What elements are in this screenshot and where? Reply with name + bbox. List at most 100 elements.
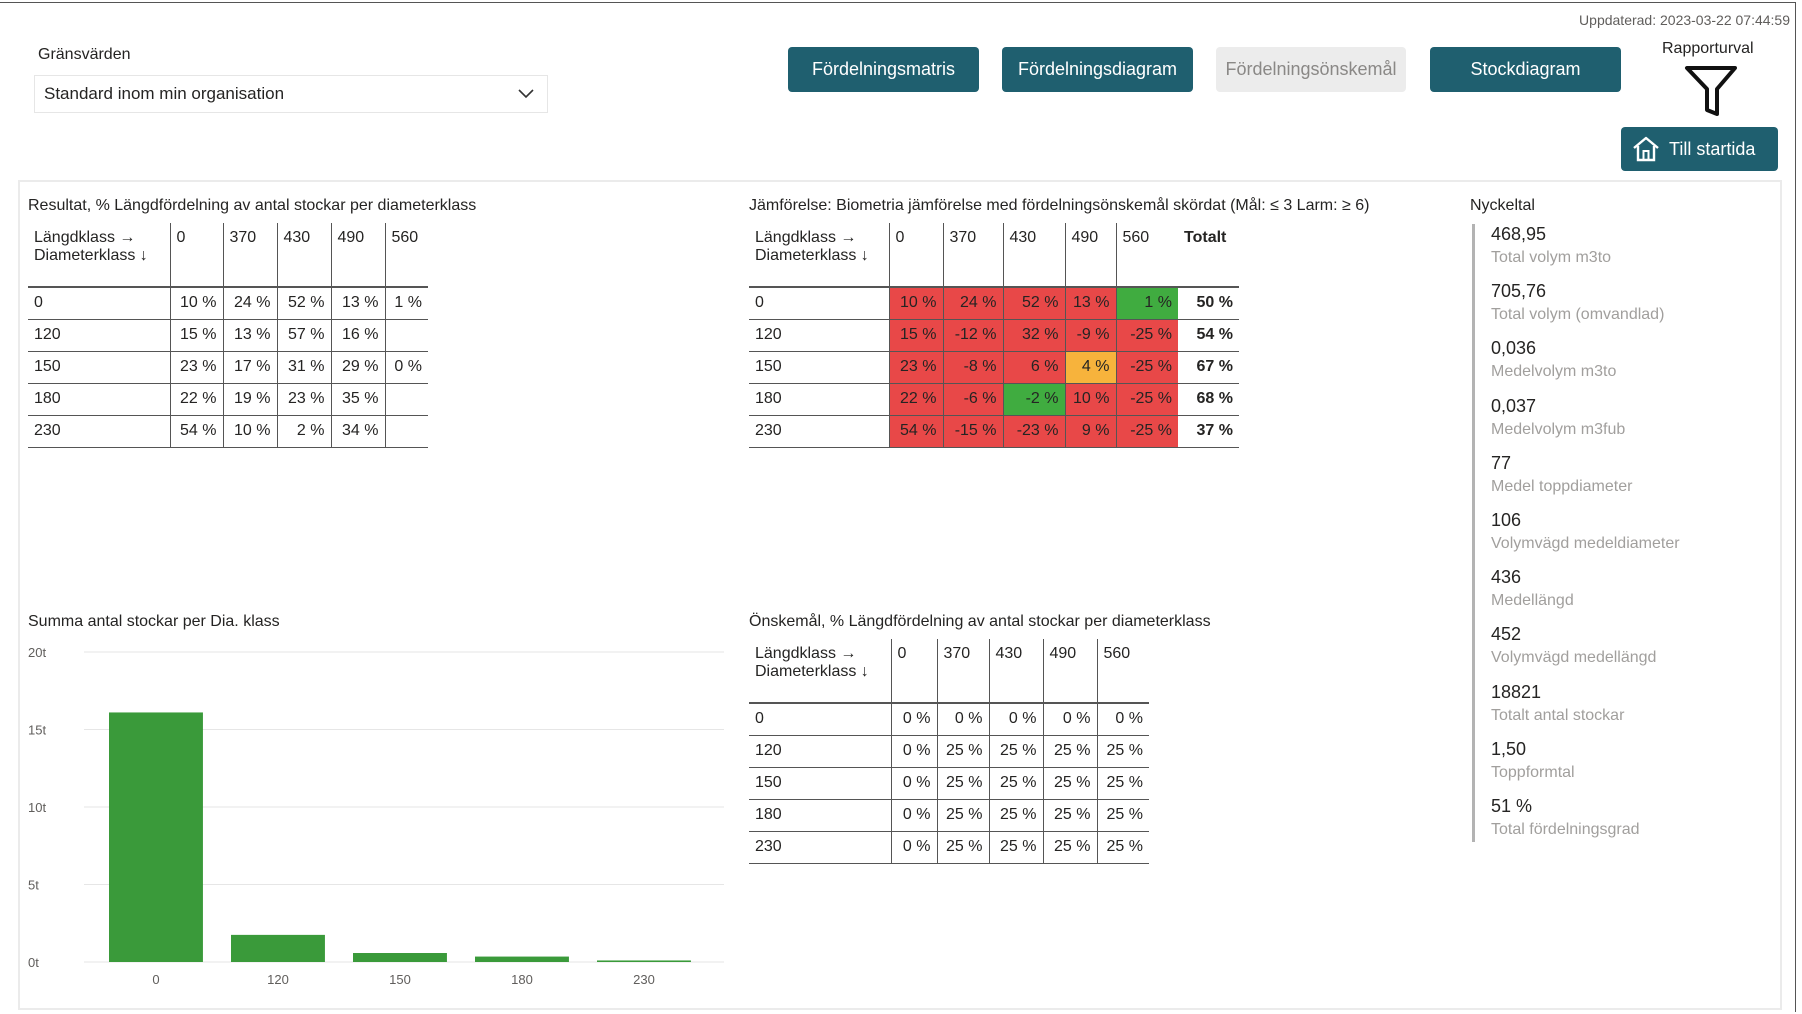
filter-funnel-icon[interactable] [1684, 64, 1738, 118]
resultat-title: Resultat, % Längdfördelning av antal sto… [28, 197, 477, 214]
matrix-cell: 23 % [169, 351, 223, 384]
matrix-cell: 52 % [1002, 287, 1065, 320]
row-header: 180 [28, 383, 170, 416]
jamforelse-title: Jämförelse: Biometria jämförelse med för… [749, 197, 1370, 214]
row-header: 0 [749, 703, 891, 736]
report-panel [18, 180, 1782, 1010]
matrix-cell: 0 % [890, 799, 937, 832]
corner-langdklass: Längdklass → [755, 229, 857, 246]
matrix-cell: 0 % [890, 831, 937, 864]
row-header: 120 [28, 319, 170, 352]
x-tick-label: 120 [267, 972, 289, 987]
matrix-cell: 6 % [1002, 351, 1065, 384]
matrix-cell: 13 % [222, 319, 277, 352]
matrix-cell: 25 % [1096, 767, 1149, 800]
col-header-totalt: Totalt [1178, 223, 1239, 288]
table-row: 120 15 % -12 % 32 % -9 % -25 % 54 % [749, 319, 1239, 352]
col-header: 430 [988, 639, 1043, 704]
kpi-item: 468,95 Total volym m3to [1491, 224, 1611, 267]
table-row: 180 22 % -6 % -2 % 10 % -25 % 68 % [749, 383, 1239, 416]
matrix-cell: 23 % [888, 351, 943, 384]
till-startsida-button[interactable]: Till startida [1621, 127, 1778, 171]
corner-diameterklass: Diameterklass ↓ [755, 663, 869, 680]
kpi-label: Total volym m3to [1491, 249, 1612, 266]
matrix-cell: 23 % [276, 383, 331, 416]
y-tick-label: 15t [28, 723, 46, 738]
fordelningsonskemal-button[interactable]: Fördelningsönskemål [1216, 47, 1406, 92]
matrix-cell: 25 % [988, 799, 1043, 832]
matrix-cell [384, 383, 428, 416]
rapporturval-label: Rapporturval [1662, 40, 1754, 57]
chevron-down-icon [518, 89, 534, 99]
matrix-cell: 25 % [936, 831, 989, 864]
matrix-cell: 10 % [1064, 383, 1116, 416]
matrix-cell: 34 % [330, 415, 385, 448]
matrix-cell: 17 % [222, 351, 277, 384]
matrix-cell: 15 % [888, 319, 943, 352]
stockdiagram-button[interactable]: Stockdiagram [1430, 47, 1621, 92]
y-tick-label: 10t [28, 800, 46, 815]
col-header: 370 [222, 223, 277, 288]
total-cell: 37 % [1178, 415, 1239, 448]
kpi-label: Medelvolym m3to [1491, 363, 1617, 381]
col-header: 560 [1115, 223, 1178, 288]
col-header: 490 [330, 223, 385, 288]
kpi-label: Toppformtal [1491, 763, 1575, 781]
kpi-item: 452 Volymvägd medellängd [1491, 624, 1656, 667]
matrix-corner: Längdklass → Diameterklass ↓ [749, 639, 891, 704]
table-row: 180 22 % 19 % 23 % 35 % [28, 383, 428, 416]
kpi-label: Medellängd [1491, 592, 1574, 610]
table-row: 150 23 % 17 % 31 % 29 % 0 % [28, 351, 428, 384]
gransvarden-dropdown[interactable]: Standard inom min organisation [34, 75, 548, 113]
matrix-cell: 24 % [942, 287, 1003, 320]
bar[interactable] [475, 956, 569, 962]
matrix-cell: -6 % [942, 383, 1003, 416]
nyckeltal-list: 468,95 Total volym m3to 705,76 Total volym … [1472, 224, 1772, 842]
kpi-label: Volymvägd medeldiameter [1491, 535, 1680, 552]
matrix-cell: -25 % [1115, 383, 1178, 416]
bar[interactable] [353, 953, 447, 962]
col-header: 490 [1042, 639, 1097, 704]
row-header: 0 [28, 287, 170, 320]
fordelningsmatris-button[interactable]: Fördelningsmatris [788, 47, 979, 92]
kpi-label: Total fördelningsgrad [1491, 821, 1640, 838]
matrix-cell: 15 % [169, 319, 223, 352]
kpi-item: 1,50 Toppformtal [1491, 739, 1575, 782]
kpi-item: 436 Medellängd [1491, 567, 1574, 610]
kpi-value: 468,95 [1491, 224, 1547, 244]
bar[interactable] [597, 960, 691, 962]
kpi-value: 106 [1491, 510, 1522, 530]
matrix-cell: -25 % [1115, 415, 1178, 448]
kpi-value: 436 [1491, 567, 1522, 588]
x-tick-label: 150 [389, 972, 411, 987]
matrix-cell: 16 % [330, 319, 385, 352]
matrix-cell: 1 % [384, 287, 428, 320]
kpi-label: Totalt antal stockar [1491, 706, 1625, 724]
bar[interactable] [231, 934, 325, 962]
matrix-cell: 25 % [1042, 767, 1097, 800]
total-cell: 54 % [1178, 319, 1239, 352]
table-row: 0 10 % 24 % 52 % 13 % 1 % 50 % [749, 287, 1239, 320]
col-header: 490 [1064, 223, 1116, 288]
matrix-cell: 31 % [276, 351, 331, 384]
y-tick-label: 5t [28, 878, 39, 893]
kpi-item: 51 % Total fördelningsgrad [1491, 796, 1640, 839]
bar[interactable] [109, 712, 203, 962]
row-header: 0 [749, 287, 889, 320]
matrix-cell: 10 % [888, 287, 943, 320]
matrix-cell: 13 % [1064, 287, 1116, 320]
table-row: 120 0 % 25 % 25 % 25 % 25 % [749, 735, 1149, 768]
kpi-value: 51 % [1491, 796, 1533, 816]
row-header: 230 [28, 415, 170, 448]
table-row: 230 0 % 25 % 25 % 25 % 25 % [749, 831, 1149, 864]
row-header: 180 [749, 383, 889, 416]
row-header: 230 [749, 415, 889, 448]
matrix-cell: 25 % [988, 767, 1043, 800]
fordelningsdiagram-button[interactable]: Fördelningsdiagram [1002, 47, 1193, 92]
matrix-cell: 25 % [1042, 735, 1097, 768]
onskemal-matrix: Längdklass → Diameterklass ↓ 0 370 430 4… [749, 639, 1149, 864]
table-row: 150 0 % 25 % 25 % 25 % 25 % [749, 767, 1149, 800]
